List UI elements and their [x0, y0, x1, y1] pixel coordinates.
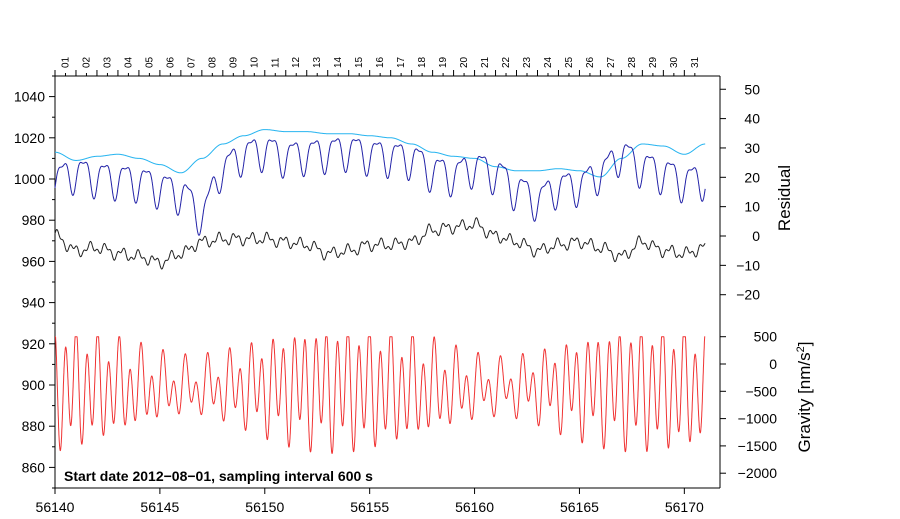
day-label: 18 [417, 56, 428, 68]
x-tick-label: 56155 [350, 499, 389, 515]
gravity-axis-title-main: Gravity [nm/s [795, 352, 814, 452]
left-tick-label: 860 [22, 459, 46, 475]
day-label: 09 [228, 56, 239, 68]
day-label: 24 [543, 56, 554, 68]
day-label: 07 [186, 56, 197, 68]
day-label: 15 [354, 56, 365, 68]
gravity-tick-label: −500 [745, 383, 777, 399]
day-label: 14 [333, 56, 344, 68]
day-label: 23 [522, 56, 533, 68]
residual-tick-label: 20 [744, 169, 760, 185]
day-label: 16 [375, 56, 386, 68]
x-tick-label: 56165 [560, 499, 599, 515]
day-label: 25 [564, 56, 575, 68]
chart-annotation: Start date 2012−08−01, sampling interval… [64, 468, 373, 484]
day-label: 10 [249, 56, 260, 68]
day-label: 17 [396, 56, 407, 68]
left-tick-label: 920 [22, 336, 46, 352]
series-line-pressure [54, 138, 706, 236]
day-label: 30 [669, 56, 680, 68]
gravity-tick-label: 500 [754, 329, 778, 345]
left-tick-label: 880 [22, 418, 46, 434]
x-tick-label: 56140 [36, 499, 75, 515]
day-label: 27 [606, 56, 617, 68]
left-tick-label: 900 [22, 377, 46, 393]
x-tick-label: 56170 [665, 499, 704, 515]
left-tick-label: 1040 [14, 89, 45, 105]
day-label: 31 [690, 56, 701, 68]
day-label: 06 [165, 56, 176, 68]
series-line-pressure-smoothed [54, 129, 706, 178]
x-tick-label: 56145 [140, 499, 179, 515]
day-label: 19 [438, 56, 449, 68]
residual-tick-label: −10 [736, 257, 760, 273]
left-tick-label: 940 [22, 295, 46, 311]
x-tick-label: 56160 [455, 499, 494, 515]
day-label: 21 [480, 56, 491, 68]
gravity-axis-title-suffix: ] [795, 342, 814, 347]
day-label: 13 [312, 56, 323, 68]
left-tick-label: 980 [22, 212, 46, 228]
data-series [54, 129, 706, 454]
day-label: 02 [81, 56, 92, 68]
gravity-axis-title: Gravity [nm/s2] [795, 342, 814, 453]
day-label: 29 [648, 56, 659, 68]
gravity-axis-title-superscript: 2 [795, 346, 807, 352]
gravity-tick-label: 0 [769, 356, 777, 372]
day-label: 12 [291, 56, 302, 68]
residual-tick-label: 40 [744, 111, 760, 127]
residual-tick-label: 10 [744, 199, 760, 215]
gravity-tick-label: −1500 [738, 438, 778, 454]
day-label: 20 [459, 56, 470, 68]
gravity-tick-label: −2000 [738, 465, 778, 481]
day-label: 22 [501, 56, 512, 68]
residual-tick-label: 0 [752, 228, 760, 244]
left-tick-label: 960 [22, 253, 46, 269]
gravity-tick-label: −1000 [738, 411, 778, 427]
day-label: 26 [585, 56, 596, 68]
residual-tick-label: −20 [736, 287, 760, 303]
day-label: 05 [144, 56, 155, 68]
day-label: 28 [627, 56, 638, 68]
x-tick-label: 56150 [245, 499, 284, 515]
axis-ticks [49, 70, 726, 494]
day-label: 03 [102, 56, 113, 68]
day-label: 01 [60, 56, 71, 68]
series-line-residual [54, 217, 706, 270]
series-line-tidal-gravity [54, 336, 706, 454]
left-tick-label: 1000 [14, 171, 45, 187]
left-tick-label: 1020 [14, 130, 45, 146]
residual-axis-title: Residual [775, 165, 794, 231]
residual-tick-label: 50 [744, 81, 760, 97]
day-label: 11 [270, 57, 281, 68]
day-label: 04 [123, 56, 134, 68]
day-label: 08 [207, 56, 218, 68]
residual-tick-label: 30 [744, 140, 760, 156]
